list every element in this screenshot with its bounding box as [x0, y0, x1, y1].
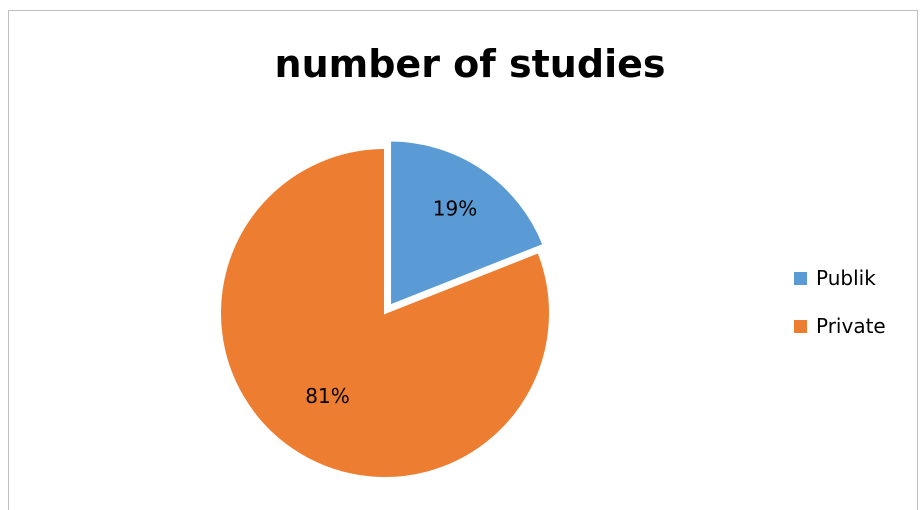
legend-label-private: Private — [816, 314, 886, 338]
data-label-private: 81% — [305, 384, 349, 408]
pie-slice-private — [219, 146, 551, 479]
pie-slices — [219, 139, 551, 479]
legend-label-publik: Publik — [816, 266, 876, 290]
pie-slice-labels: 19% 81% — [305, 197, 477, 409]
pie-slice-publik — [389, 139, 545, 308]
chart-title: number of studies — [274, 42, 666, 86]
legend-swatch-private — [794, 319, 807, 333]
data-label-publik: 19% — [433, 197, 477, 221]
legend-item-publik: Publik — [794, 264, 886, 292]
legend-swatch-publik — [794, 271, 807, 285]
legend: Publik Private — [794, 264, 886, 360]
legend-item-private: Private — [794, 312, 886, 340]
